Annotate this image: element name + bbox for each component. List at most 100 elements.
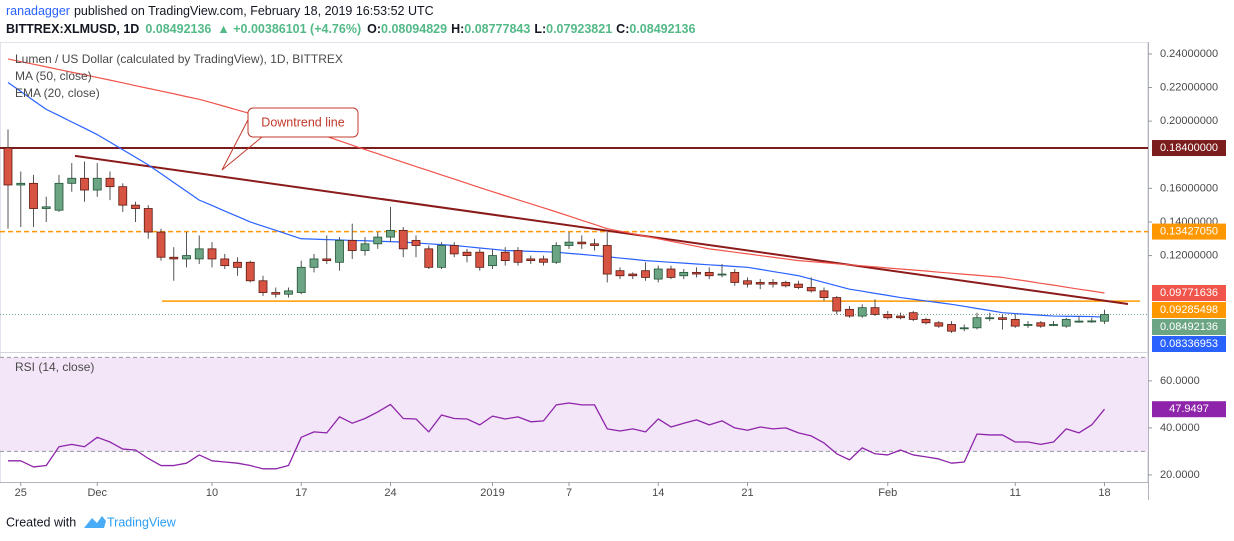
y-tick-label: 0.24000000 [1160, 48, 1218, 60]
candle-body [398, 229, 408, 250]
ohlc-value: 0.07923821 [546, 22, 612, 36]
candle-body [513, 250, 523, 263]
candle-body [449, 245, 459, 255]
candle-body [743, 280, 752, 285]
ohlc-value: 0.08094829 [381, 22, 447, 36]
candle-body [896, 315, 905, 319]
ohlc-key: H: [451, 22, 464, 36]
candle-body [386, 229, 395, 238]
author[interactable]: ranadagger [6, 4, 70, 18]
candle-body [551, 245, 561, 263]
y-tick-label: 0.12000000 [1160, 249, 1218, 261]
candle-body [934, 322, 944, 327]
candle-body [347, 240, 357, 251]
price-tag [1152, 401, 1226, 418]
candle-body [1023, 324, 1033, 326]
x-tick-label: 2019 [480, 487, 504, 499]
price-tag-label: 0.08492136 [1160, 321, 1218, 333]
candle-body [1100, 314, 1109, 322]
candle-body [819, 290, 829, 298]
callout-box [247, 107, 359, 138]
candle-body [284, 290, 293, 295]
candle-body [258, 280, 268, 293]
candle-body [526, 258, 536, 262]
candle-body [730, 271, 740, 283]
ohlc-value: 0.08492136 [629, 22, 695, 36]
candle-body [998, 317, 1007, 320]
candle-body [845, 308, 854, 317]
candle-body [628, 273, 638, 277]
x-tick-label: 7 [566, 487, 572, 499]
tag-layer: 0.18400000 0.13427050 0.09771636 0.09285498… [1152, 140, 1226, 418]
candle-body [156, 231, 166, 258]
price-tag-label: 0.13427050 [1160, 225, 1218, 237]
price-tag-label: 0.08336953 [1160, 338, 1218, 350]
indicator-line [7, 82, 1105, 318]
ohlc-key: O: [367, 22, 381, 36]
publish-line: ranadagger published on TradingView.com, … [6, 4, 434, 18]
price: 0.08492136 [145, 22, 211, 36]
candle-body [67, 177, 77, 184]
candle-body [1087, 320, 1097, 323]
rsi-band [0, 357, 1148, 452]
candle-body [29, 182, 38, 209]
x-tick-label: 21 [741, 487, 753, 499]
candle-body [80, 177, 89, 191]
candle-body [271, 292, 281, 295]
candle-body [322, 258, 332, 262]
candle-body [870, 307, 880, 315]
legend-entry: EMA (20, close) [15, 86, 100, 100]
price-tag-label: 0.09771636 [1160, 287, 1218, 299]
candle-body [194, 248, 204, 260]
candle-body [1010, 319, 1020, 327]
rsi-line [8, 402, 1106, 470]
candle-body [615, 270, 625, 277]
footer-created: Created with [6, 515, 76, 529]
candle-body [539, 258, 548, 263]
candle-body [653, 268, 663, 280]
candle-body [666, 268, 676, 278]
price-tag-label: 0.09285498 [1160, 304, 1218, 316]
x-tick-label: 10 [206, 487, 218, 499]
ohlc-key: L: [534, 22, 546, 36]
y-tick-label: 60.0000 [1160, 375, 1200, 387]
candle-body [131, 204, 140, 209]
ohlc-key: C: [616, 22, 629, 36]
candle-body [717, 273, 727, 276]
footer-brand[interactable]: TradingView [107, 515, 177, 529]
candle-body [692, 271, 701, 275]
candle-body [781, 282, 791, 287]
candle-body [207, 248, 217, 260]
candle-body [768, 282, 778, 285]
callout-label: Downtrend line [261, 115, 344, 129]
x-tick-label: 24 [384, 487, 396, 499]
price-tag [1152, 285, 1226, 302]
candle-body [169, 256, 179, 260]
price-tag-label: 47.9497 [1169, 403, 1209, 415]
candle-body [755, 282, 765, 285]
candle-body [488, 255, 497, 267]
candle-body [500, 251, 510, 262]
legend-entry: MA (50, close) [15, 69, 92, 83]
candle-body [92, 177, 102, 191]
trend-line [74, 154, 1129, 305]
price-tag [1152, 140, 1226, 157]
candle-body [143, 208, 153, 233]
candle-body [54, 182, 64, 211]
candle-body [475, 251, 485, 268]
candle-body [1061, 319, 1071, 327]
candle-body [641, 270, 650, 278]
candle-body [806, 287, 816, 292]
y-tick-label: 40.0000 [1160, 422, 1200, 434]
background-layer: 0.120000000.140000000.160000000.20000000… [0, 48, 1218, 499]
price-tag [1152, 223, 1226, 240]
x-tick-label: Dec [87, 487, 107, 499]
candle-body [105, 177, 115, 188]
candle-body [296, 266, 306, 293]
candle-body [794, 283, 803, 288]
candle-body [245, 261, 255, 282]
x-tick-label: 18 [1098, 487, 1110, 499]
candle-body [424, 248, 434, 268]
logo [84, 516, 106, 528]
candle-body [1036, 322, 1046, 327]
